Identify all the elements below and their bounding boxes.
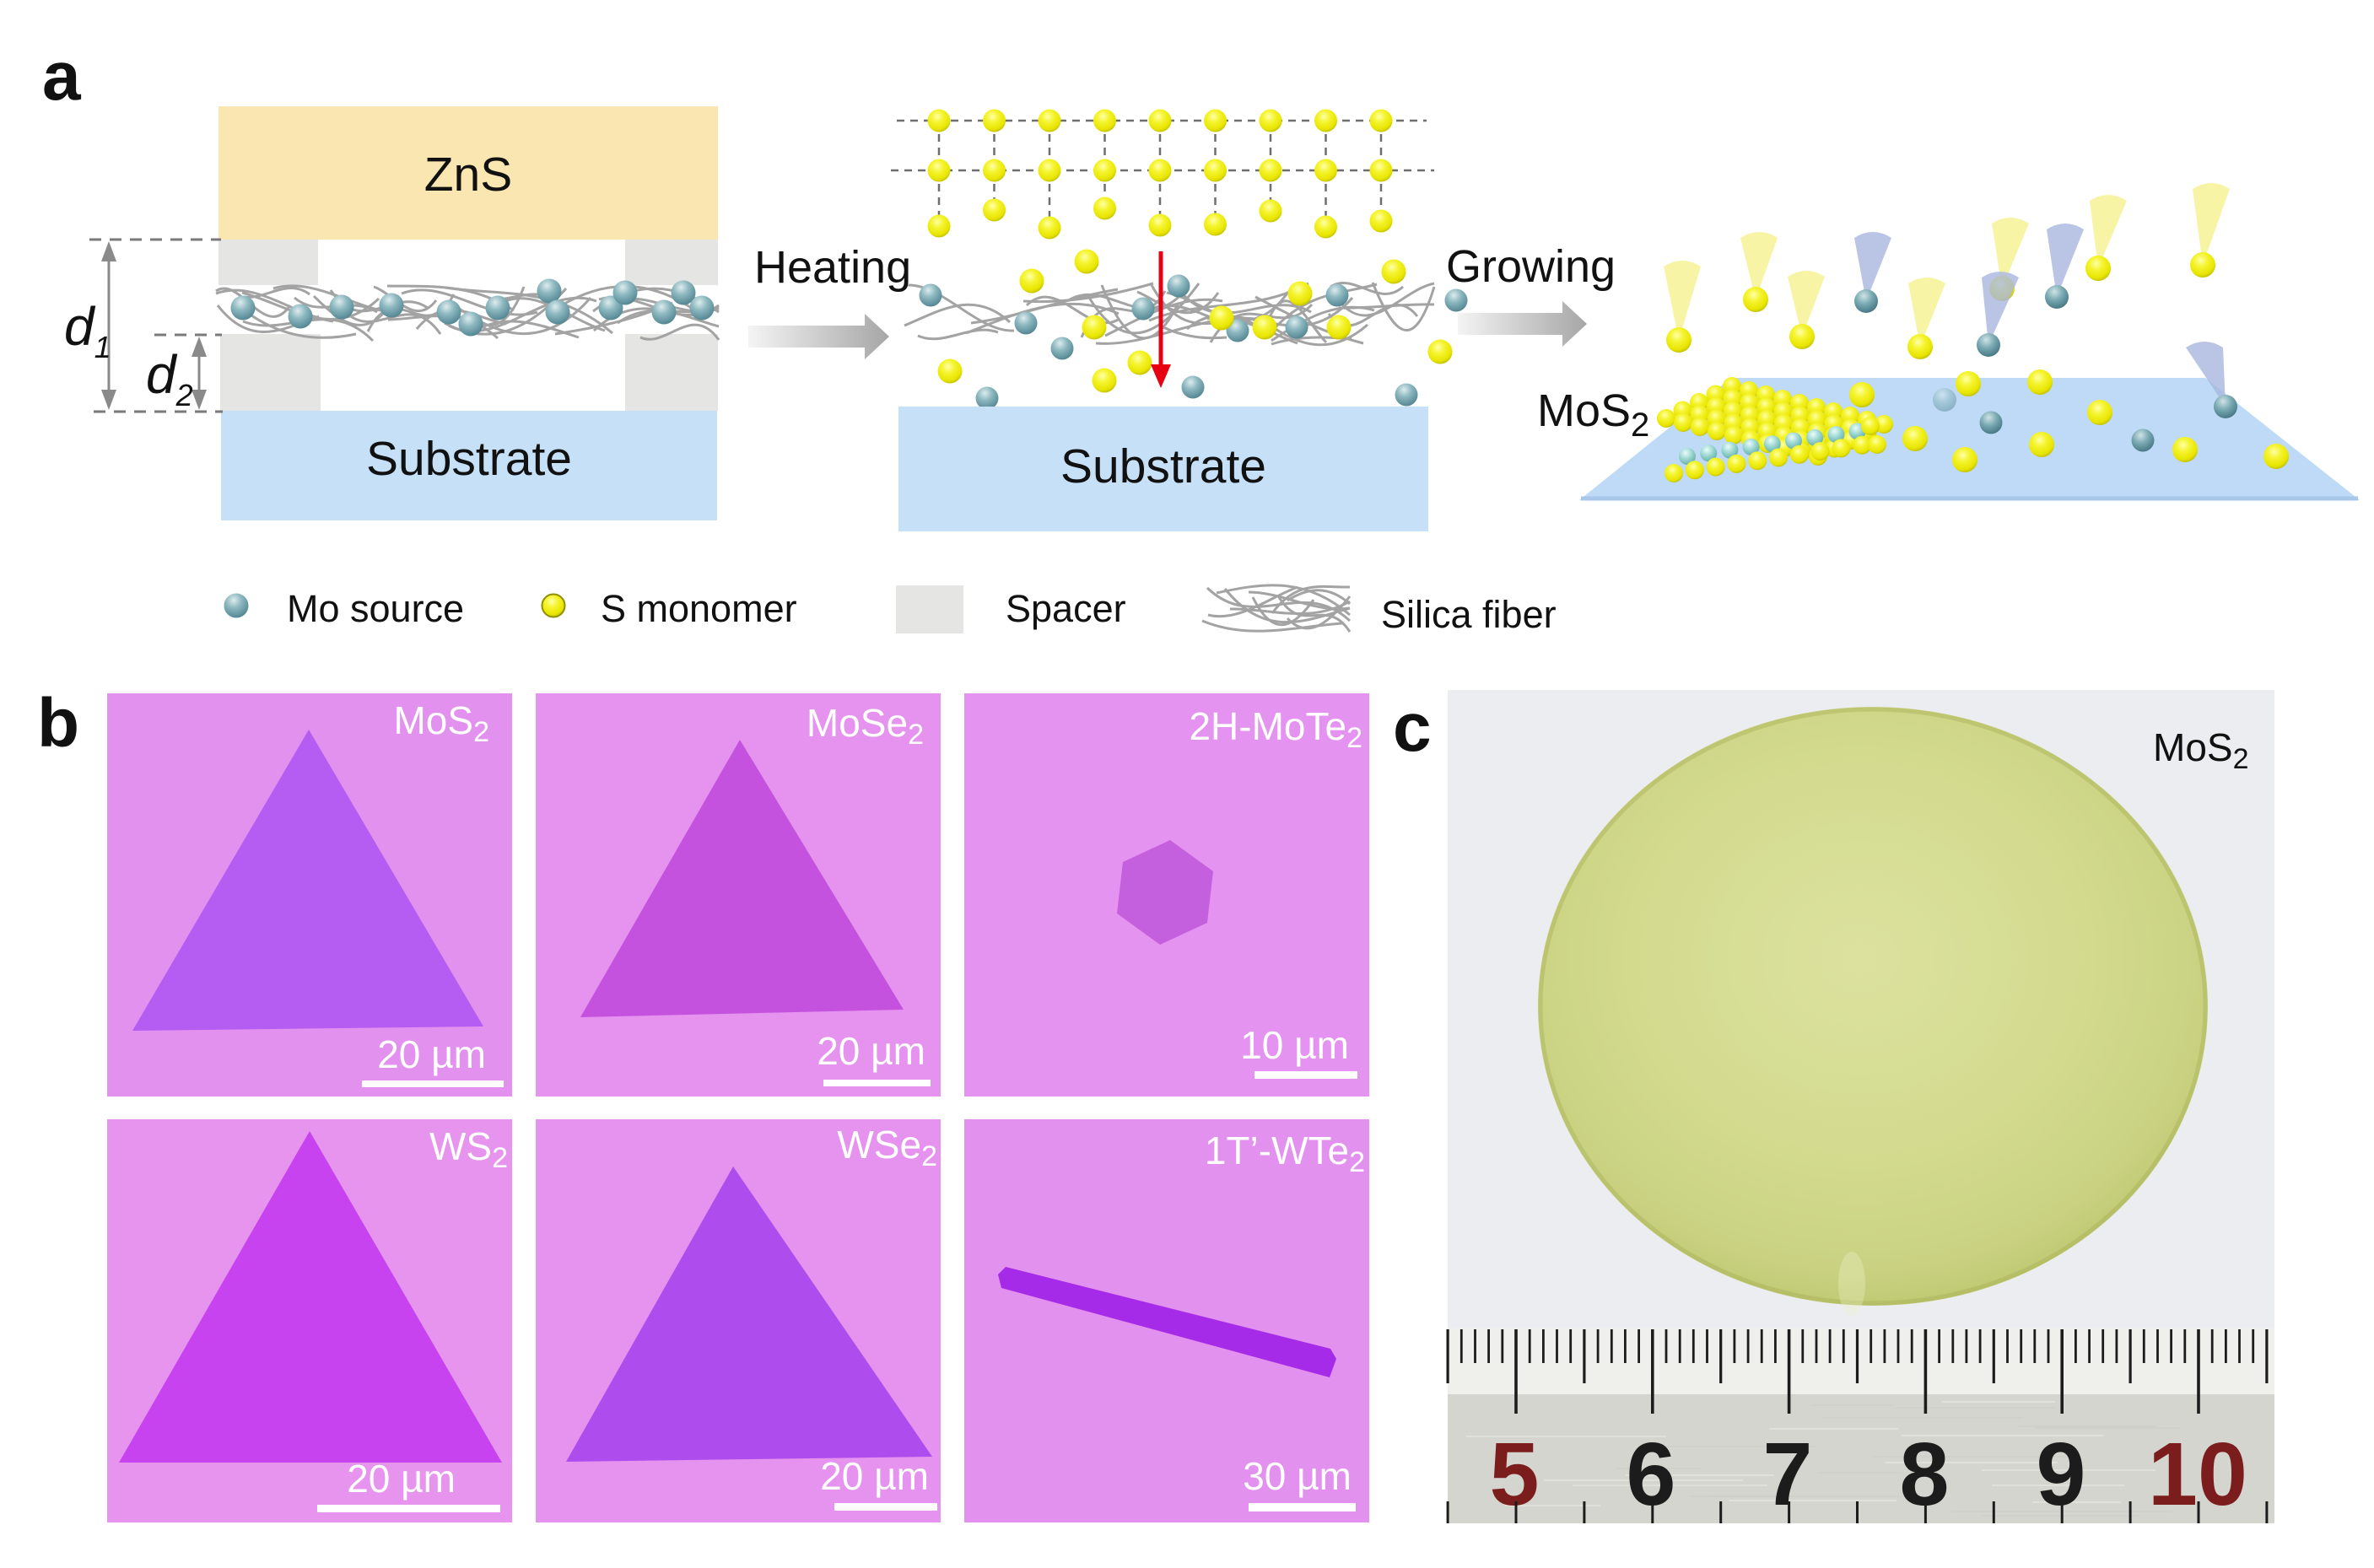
svg-text:a: a [42, 38, 82, 115]
svg-text:MoSe2: MoSe2 [807, 701, 924, 751]
svg-text:S monomer: S monomer [601, 587, 797, 630]
svg-text:Mo source: Mo source [287, 587, 464, 630]
svg-text:20 µm: 20 µm [377, 1032, 486, 1076]
svg-text:Growing: Growing [1446, 241, 1616, 292]
svg-text:b: b [37, 685, 79, 762]
svg-text:ZnS: ZnS [424, 148, 513, 202]
svg-text:2H-MoTe2: 2H-MoTe2 [1189, 704, 1362, 754]
svg-text:Heating: Heating [754, 242, 911, 293]
svg-text:6: 6 [1627, 1425, 1676, 1524]
svg-text:Silica fiber: Silica fiber [1381, 593, 1557, 636]
svg-text:7: 7 [1763, 1425, 1813, 1524]
svg-text:Spacer: Spacer [1006, 587, 1126, 630]
svg-text:Substrate: Substrate [366, 432, 572, 486]
svg-text:20 µm: 20 µm [347, 1457, 456, 1501]
svg-text:20 µm: 20 µm [820, 1454, 929, 1498]
svg-text:30 µm: 30 µm [1243, 1454, 1352, 1498]
svg-text:Substrate: Substrate [1060, 439, 1266, 493]
svg-text:5: 5 [1490, 1425, 1540, 1524]
svg-text:c: c [1393, 689, 1432, 766]
svg-text:WSe2: WSe2 [837, 1123, 937, 1172]
svg-text:20 µm: 20 µm [817, 1029, 925, 1073]
svg-text:10 µm: 10 µm [1240, 1023, 1349, 1067]
svg-text:1T’-WTe2: 1T’-WTe2 [1205, 1129, 1365, 1178]
